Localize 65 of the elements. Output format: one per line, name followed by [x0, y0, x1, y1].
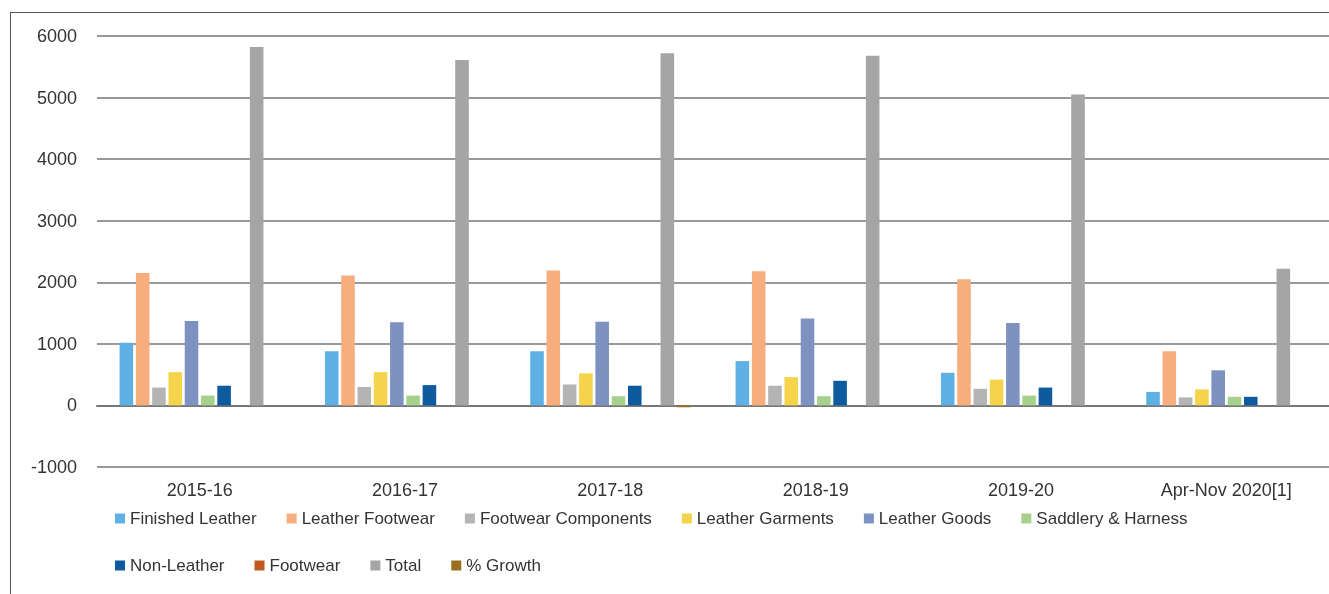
legend-label: Saddlery & Harness: [1036, 509, 1188, 528]
bar: [1038, 387, 1053, 406]
bar: [152, 387, 166, 406]
bar: [817, 396, 831, 406]
y-tick-label: 3000: [36, 210, 77, 231]
bar: [627, 385, 642, 406]
bar: [324, 351, 339, 406]
bar: [1211, 370, 1225, 406]
legend-label: Footwear Components: [479, 509, 652, 528]
bar: [784, 377, 799, 406]
x-tick-label: 2019-20: [987, 480, 1055, 500]
bar: [530, 351, 544, 406]
bar: [201, 395, 215, 406]
bar: [800, 318, 815, 406]
bar: [611, 396, 626, 406]
x-tick-label: Apr-Nov 2020[1]: [1160, 480, 1292, 500]
bar: [989, 379, 1004, 406]
bar: [341, 275, 355, 406]
y-tick-label: 6000: [36, 26, 77, 46]
y-tick-label: -1000: [30, 457, 77, 477]
legend-label: % Growth: [466, 556, 541, 575]
bar: [735, 361, 750, 406]
bar: [1022, 395, 1036, 406]
bar: [217, 385, 231, 406]
x-tick-label: 2016-17: [371, 480, 439, 500]
legend-label: Total: [385, 556, 422, 575]
bar: [940, 372, 955, 406]
bar: [1162, 351, 1177, 406]
bar: [833, 380, 847, 406]
bar: [751, 271, 766, 406]
legend-label: Non-Leather: [130, 556, 225, 575]
x-tick-label: 2017-18: [577, 480, 644, 500]
bar: [422, 385, 437, 406]
legend-label: Leather Footwear: [301, 509, 436, 528]
y-tick-label: 0: [66, 395, 77, 416]
bar: [1006, 322, 1020, 406]
bar: [184, 321, 199, 406]
bar: [406, 395, 420, 406]
y-tick-label: 5000: [36, 87, 77, 108]
legend-label: Leather Garments: [696, 509, 834, 528]
legend-label: Footwear: [269, 556, 341, 575]
bar: [973, 388, 988, 406]
bar: [119, 342, 134, 406]
bar: [595, 321, 609, 406]
bar: [1178, 397, 1193, 406]
bar: [768, 385, 782, 406]
bar: [373, 372, 388, 406]
bar: [1195, 389, 1209, 406]
bar: [135, 273, 150, 406]
legend-label: Leather Goods: [878, 509, 992, 528]
bar: [1146, 391, 1160, 406]
bar: [957, 279, 971, 406]
y-tick-label: 2000: [36, 272, 77, 293]
y-tick-label: 4000: [36, 149, 77, 170]
legend-label: Finished Leather: [130, 509, 257, 528]
x-tick-label: 2018-19: [782, 480, 849, 500]
bar: [168, 372, 183, 406]
bar: [390, 322, 404, 406]
x-tick-label: 2015-16: [166, 480, 233, 500]
bar: [357, 386, 372, 406]
bar: [1243, 396, 1258, 406]
bar: [579, 373, 593, 406]
bar: [562, 384, 577, 406]
bar: [546, 270, 561, 406]
y-tick-label: 1000: [36, 333, 77, 354]
